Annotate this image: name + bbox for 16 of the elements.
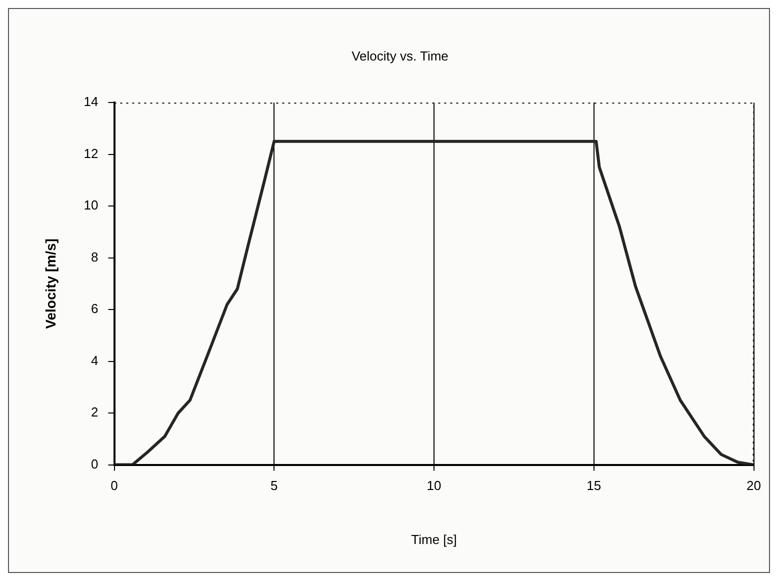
- x-tick-label: 10: [426, 478, 442, 494]
- y-tick-label: 14: [84, 94, 98, 110]
- y-axis-title: Velocity [m/s]: [42, 238, 58, 329]
- x-tick-label: 20: [746, 478, 762, 494]
- x-tick-label: 0: [110, 478, 118, 494]
- y-tick-label: 12: [84, 146, 98, 161]
- y-tick-label: 2: [91, 404, 98, 420]
- y-tick-label: 10: [84, 198, 98, 213]
- y-tick-label: 6: [91, 301, 98, 316]
- chart-title: Velocity vs. Time: [352, 48, 448, 64]
- x-tick-label: 5: [270, 478, 278, 494]
- y-tick-label: 0: [91, 456, 98, 472]
- y-tick-label: 8: [91, 249, 98, 264]
- x-tick-label: 15: [586, 478, 602, 494]
- x-axis-title: Time [s]: [411, 532, 457, 547]
- y-tick-label: 4: [91, 352, 98, 368]
